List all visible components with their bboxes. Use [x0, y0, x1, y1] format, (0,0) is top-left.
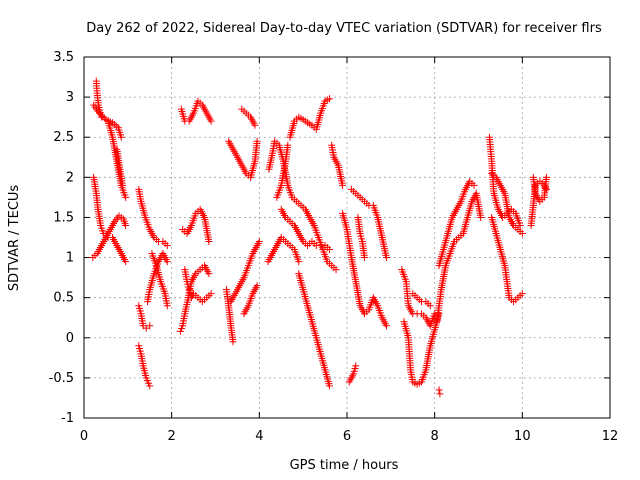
y-tick-label: 1	[66, 251, 74, 266]
grid-lines	[84, 57, 610, 418]
data-point	[332, 266, 340, 274]
data-point	[255, 238, 263, 246]
data-point	[426, 302, 434, 310]
data-point	[542, 185, 550, 193]
data-point	[122, 221, 130, 229]
x-tick-label: 2	[168, 429, 176, 444]
data-point	[122, 258, 130, 266]
data-point	[205, 238, 213, 246]
data-point	[207, 290, 215, 298]
data-point	[163, 302, 171, 310]
y-tick-label: 0	[66, 331, 74, 346]
data-point	[146, 382, 154, 390]
data-point	[99, 112, 107, 120]
data-point	[295, 258, 303, 266]
data-point	[435, 386, 443, 394]
x-tick-label: 6	[343, 429, 351, 444]
y-axis-label: SDTVAR / TECUs	[7, 185, 22, 292]
x-tick-label: 4	[255, 429, 263, 444]
data-point	[436, 390, 444, 398]
data-point	[361, 254, 369, 262]
data-point	[251, 121, 259, 129]
data-point	[122, 193, 130, 201]
x-tick-label: 12	[602, 429, 619, 444]
data-point	[382, 322, 390, 330]
data-point	[339, 181, 347, 189]
x-axis-label: GPS time / hours	[290, 458, 399, 473]
data-point	[518, 229, 526, 237]
data-point	[207, 117, 215, 125]
data-point	[542, 173, 550, 181]
data-point	[119, 181, 127, 189]
data-point	[142, 324, 150, 332]
data-point	[205, 270, 213, 278]
y-tick-label: 3.5	[53, 50, 74, 65]
data-point	[470, 181, 478, 189]
data-point	[146, 322, 154, 330]
chart-title: Day 262 of 2022, Sidereal Day-to-day VTE…	[86, 21, 602, 36]
y-tick-label: 1.5	[53, 210, 74, 225]
data-point	[98, 113, 106, 121]
y-tick-label: 2.5	[53, 130, 74, 145]
data-point	[325, 246, 333, 254]
data-point	[284, 141, 292, 149]
plot-frame	[83, 56, 611, 419]
data-point	[477, 213, 485, 221]
y-tick-label: -1	[61, 411, 74, 426]
data-point	[325, 382, 333, 390]
data-point	[229, 338, 237, 346]
data-point	[253, 137, 261, 145]
data-point	[325, 95, 333, 103]
y-tick-label: 0.5	[53, 291, 74, 306]
data-point	[163, 258, 171, 266]
data-point	[163, 242, 171, 250]
data-point	[352, 362, 360, 370]
x-tick-label: 10	[514, 429, 531, 444]
y-tick-label: -0.5	[49, 371, 74, 386]
x-tick-label: 0	[80, 429, 88, 444]
x-tick-label: 8	[431, 429, 439, 444]
axis-ticks: 0 2 4 6 8 10 12 -1 -0.5 0 0.5 1 1.5 2 2.5 3 3.5	[49, 50, 619, 444]
data-point	[117, 133, 125, 141]
data-points	[89, 77, 550, 398]
data-point	[518, 290, 526, 298]
y-tick-label: 3	[66, 90, 74, 105]
data-point	[516, 221, 524, 229]
data-point	[253, 282, 261, 290]
y-tick-label: 2	[66, 170, 74, 185]
data-point	[382, 254, 390, 262]
